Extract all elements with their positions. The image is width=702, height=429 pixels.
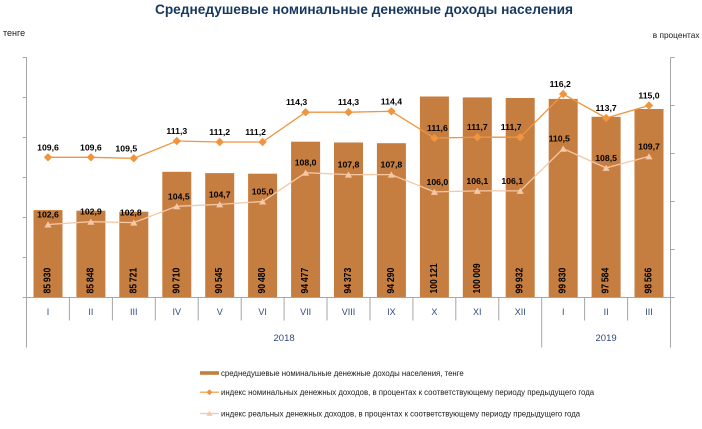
svg-text:100 009: 100 009 [472,263,483,294]
svg-text:VII: VII [300,307,311,317]
svg-text:106,1: 106,1 [501,176,523,186]
svg-text:2019: 2019 [596,333,617,344]
svg-text:XII: XII [515,307,526,317]
svg-text:109,6: 109,6 [80,142,102,152]
svg-text:106,1: 106,1 [466,176,488,186]
svg-text:90 480: 90 480 [257,267,268,293]
svg-text:II: II [604,307,609,317]
svg-text:108,5: 108,5 [595,153,617,163]
svg-text:индекс номинальных денежных до: индекс номинальных денежных доходов, в п… [221,388,595,397]
svg-text:85 930: 85 930 [43,267,54,293]
svg-text:104,7: 104,7 [209,189,231,199]
svg-text:94 290: 94 290 [386,267,397,293]
svg-text:111,3: 111,3 [166,126,187,136]
svg-text:114,3: 114,3 [286,97,307,107]
svg-text:111,6: 111,6 [427,123,448,133]
svg-text:I: I [47,307,50,317]
svg-text:100 121: 100 121 [429,263,440,294]
svg-text:109,5: 109,5 [115,143,137,153]
svg-text:IV: IV [173,307,182,317]
svg-text:111,2: 111,2 [209,127,230,137]
svg-text:105,0: 105,0 [252,187,274,197]
svg-text:X: X [431,307,437,317]
svg-text:90 710: 90 710 [171,267,182,293]
svg-text:98 566: 98 566 [644,267,655,293]
svg-text:VIII: VIII [342,307,356,317]
svg-text:108,0: 108,0 [295,158,317,168]
svg-text:V: V [217,307,223,317]
svg-text:VI: VI [258,307,267,317]
svg-text:85 848: 85 848 [85,267,96,293]
svg-text:111,7: 111,7 [467,122,488,132]
svg-text:II: II [88,307,93,317]
svg-text:113,7: 113,7 [595,103,616,113]
svg-text:114,4: 114,4 [381,96,402,106]
svg-text:107,8: 107,8 [338,160,360,170]
svg-text:107,8: 107,8 [381,160,403,170]
svg-text:99 830: 99 830 [558,267,569,293]
svg-text:102,6: 102,6 [37,210,59,220]
svg-text:94 373: 94 373 [343,267,354,293]
svg-text:110,5: 110,5 [549,134,570,144]
svg-text:115,0: 115,0 [638,91,659,101]
svg-text:III: III [130,307,138,317]
svg-text:I: I [562,307,565,317]
svg-text:IX: IX [387,307,396,317]
svg-text:99 932: 99 932 [515,267,526,293]
svg-text:116,2: 116,2 [550,79,571,89]
svg-text:90 545: 90 545 [214,267,225,293]
svg-text:114,3: 114,3 [338,97,359,107]
svg-text:102,8: 102,8 [120,208,142,218]
svg-text:2018: 2018 [274,333,295,344]
svg-text:104,5: 104,5 [168,191,190,201]
svg-text:97 584: 97 584 [601,267,612,293]
svg-text:XI: XI [473,307,482,317]
svg-text:109,7: 109,7 [638,141,660,151]
svg-text:85 721: 85 721 [128,267,139,293]
svg-text:III: III [645,307,653,317]
svg-text:106,0: 106,0 [427,177,449,187]
svg-text:111,7: 111,7 [501,122,522,132]
svg-text:102,9: 102,9 [80,207,102,217]
svg-text:109,6: 109,6 [37,142,59,152]
svg-text:индекс реальных денежных доход: индекс реальных денежных доходов, в проц… [221,409,581,418]
svg-text:среднедушевые номинальные дене: среднедушевые номинальные денежные доход… [221,369,464,378]
svg-text:94 477: 94 477 [300,267,311,293]
svg-text:111,2: 111,2 [245,127,266,137]
